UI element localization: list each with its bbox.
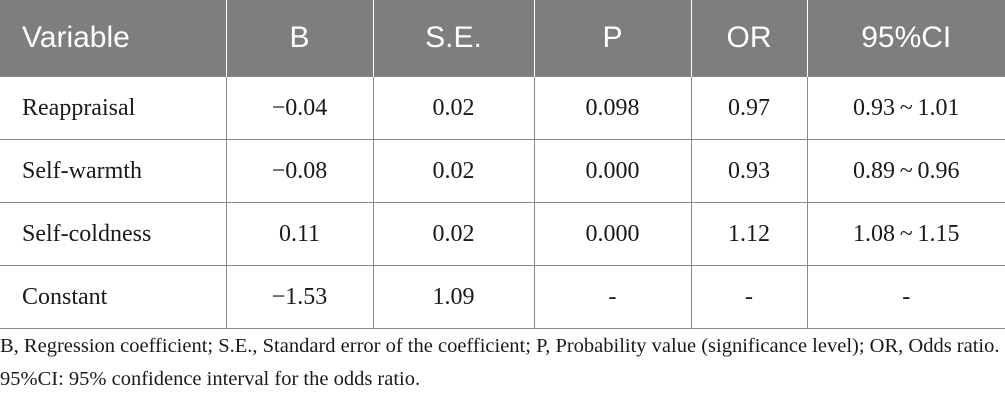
cell-variable: Self-coldness: [0, 202, 227, 266]
header-p: P: [533, 0, 692, 77]
cell-p: 0.000: [533, 139, 692, 203]
table-row: Constant −1.53 1.09 - - -: [0, 265, 1005, 329]
regression-table-container: Variable B S.E. P OR 95%CI Reappraisal −…: [0, 0, 1005, 329]
cell-p: 0.000: [533, 202, 692, 266]
table-row: Self-coldness 0.11 0.02 0.000 1.12 1.08 …: [0, 202, 1005, 266]
header-variable: Variable: [0, 0, 227, 77]
cell-or: -: [690, 265, 808, 329]
table-footnote: B, Regression coefficient; S.E., Standar…: [0, 335, 1000, 390]
cell-ci: -: [806, 265, 1005, 329]
header-ci: 95%CI: [806, 0, 1005, 77]
cell-ci: 0.93 ~ 1.01: [806, 76, 1005, 140]
cell-or: 0.93: [690, 139, 808, 203]
cell-b: −0.08: [225, 139, 374, 203]
header-b: B: [225, 0, 374, 77]
cell-ci: 1.08 ~ 1.15: [806, 202, 1005, 266]
cell-b: −0.04: [225, 76, 374, 140]
cell-ci: 0.89 ~ 0.96: [806, 139, 1005, 203]
table-row: Self-warmth −0.08 0.02 0.000 0.93 0.89 ~…: [0, 139, 1005, 203]
regression-table: Variable B S.E. P OR 95%CI Reappraisal −…: [0, 0, 1005, 329]
cell-or: 0.97: [690, 76, 808, 140]
cell-or: 1.12: [690, 202, 808, 266]
cell-p: 0.098: [533, 76, 692, 140]
cell-se: 0.02: [372, 139, 535, 203]
cell-se: 1.09: [372, 265, 535, 329]
cell-b: −1.53: [225, 265, 374, 329]
cell-se: 0.02: [372, 76, 535, 140]
cell-b: 0.11: [225, 202, 374, 266]
cell-variable: Reappraisal: [0, 76, 227, 140]
cell-se: 0.02: [372, 202, 535, 266]
cell-variable: Self-warmth: [0, 139, 227, 203]
table-header-row: Variable B S.E. P OR 95%CI: [0, 0, 1005, 77]
cell-variable: Constant: [0, 265, 227, 329]
cell-p: -: [533, 265, 692, 329]
header-or: OR: [690, 0, 808, 77]
header-se: S.E.: [372, 0, 535, 77]
table-row: Reappraisal −0.04 0.02 0.098 0.97 0.93 ~…: [0, 76, 1005, 140]
